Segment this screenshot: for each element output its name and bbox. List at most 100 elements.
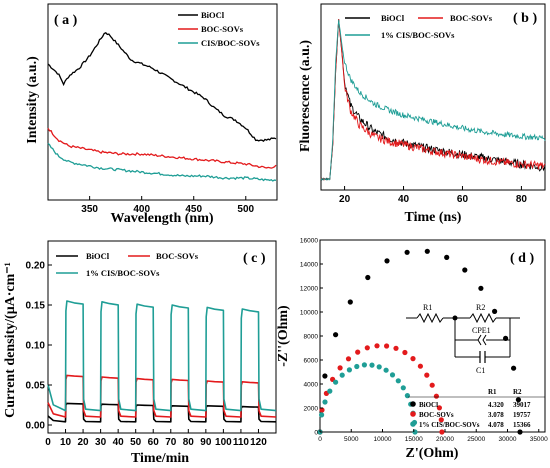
panel-a-frame (47, 3, 278, 201)
panel-b-frame (320, 3, 546, 191)
table-marker-biocl (410, 401, 416, 407)
legend-label-biocl: BiOCl (381, 13, 405, 23)
data-point-boc-sovs (436, 405, 442, 411)
legend-label-cis-boc-sovs: 1% CIS/BOC-SOVs (86, 268, 160, 278)
data-point-boc-sovs (424, 372, 430, 378)
data-point-boc-sovs (319, 407, 325, 413)
panel-d-label: ( d ) (510, 251, 534, 266)
x-tick-label: 20 (339, 194, 351, 205)
table-name-cis-boc-sovs: 1% CIS/BOC-SOVs (419, 421, 480, 429)
data-point-boc-sovs (402, 349, 408, 356)
panel-c-ylabel: Current density/(μA·cm⁻¹ (3, 262, 18, 418)
table-r2-boc-sovs: 19757 (513, 411, 531, 419)
x-tick-label: 30 (95, 437, 107, 448)
resistor-r1 (416, 312, 444, 324)
data-point-1-cis-boc-sovs (404, 393, 410, 399)
legend-label-boc-sovs: BOC-SOVs (201, 24, 244, 34)
data-point-boc-sovs (410, 356, 416, 362)
data-point-1-cis-boc-sovs (383, 367, 389, 373)
data-point-biocl (478, 285, 484, 291)
panel-d-ylabel: -Z''(Ohm) (276, 305, 291, 367)
x-tick-label: 60 (148, 437, 160, 448)
circuit-label-c1: C1 (476, 366, 485, 375)
x-tick-label: 450 (185, 204, 202, 215)
x-tick-label: 10000 (373, 436, 391, 443)
x-tick-label: 20000 (436, 436, 454, 443)
data-point-biocl (515, 397, 522, 403)
panel-c-ticks: 0 10 20 30 40 50 60 70 80 90 100 110 120 0.00 0.05 0.10… (26, 261, 268, 449)
x-tick-label: 40 (398, 194, 410, 205)
panel-c-series (47, 300, 277, 423)
panel-a-ticks: 350 400 450 500 (81, 196, 255, 215)
panel-c-frame (47, 240, 277, 434)
resistor-r2 (469, 312, 497, 324)
y-tick-label: 0.15 (26, 301, 46, 312)
series-1-cis-boc-sovs (47, 300, 277, 412)
data-point-boc-sovs (384, 343, 390, 349)
data-point-1-cis-boc-sovs (339, 372, 345, 378)
series-boc-sovs (47, 127, 277, 169)
x-tick-label: 25000 (467, 436, 485, 443)
x-tick-label: 110 (233, 437, 250, 448)
table-name-biocl: BiOCl (419, 401, 438, 409)
table-name-boc-sovs: BOC-SOVs (419, 411, 454, 419)
circuit-label-r2: R2 (476, 303, 485, 312)
series-boc-sovs (320, 19, 546, 181)
data-point-biocl (444, 254, 450, 260)
data-point-biocl (347, 299, 353, 305)
panel-a-series (47, 32, 277, 182)
panel-b: 20 40 60 80 ( b ) Time (ns) Fluorescence (a… (298, 3, 546, 225)
series-biocl (47, 32, 277, 143)
panel-c-xlabel: Time/min (131, 451, 189, 466)
y-tick-label: 0.10 (26, 341, 46, 352)
equivalent-circuit: R1 R2 CPE1 C1 (406, 303, 520, 375)
panel-a-legend: BiOCl BOC-SOVs CIS/BOC-SOVs (178, 10, 260, 48)
x-tick-label: 80 (183, 437, 195, 448)
data-point-1-cis-boc-sovs (361, 362, 367, 368)
data-point-biocl (322, 373, 328, 379)
data-point-1-cis-boc-sovs (333, 379, 339, 385)
x-tick-label: 400 (133, 204, 150, 215)
panel-d-ticks: 0 5000 10000 15000 20000 25000 30000 35000 0 2000… (300, 238, 548, 444)
panel-b-ylabel: Fluorescence (a.u.) (298, 40, 313, 152)
panel-d: 0 5000 10000 15000 20000 25000 30000 35000 0 2000… (276, 238, 548, 462)
panel-a-label: ( a ) (54, 13, 78, 28)
panel-b-xlabel: Time (ns) (405, 210, 462, 225)
data-point-1-cis-boc-sovs (319, 412, 325, 418)
x-tick-label: 60 (457, 194, 469, 205)
table-r2-biocl: 39017 (513, 401, 531, 409)
data-point-boc-sovs (337, 365, 343, 371)
data-point-boc-sovs (429, 382, 435, 388)
data-point-1-cis-boc-sovs (346, 367, 352, 373)
legend-label-biocl: BiOCl (86, 251, 110, 261)
series-biocl (320, 19, 546, 181)
data-point-biocl (517, 429, 523, 435)
y-tick-label: 8000 (304, 334, 319, 341)
y-tick-label: 16000 (300, 238, 318, 245)
x-tick-label: 500 (237, 204, 254, 215)
data-point-1-cis-boc-sovs (412, 429, 418, 435)
data-point-boc-sovs (374, 343, 380, 349)
x-tick-label: 80 (516, 194, 528, 205)
data-point-biocl (333, 332, 339, 338)
table-r1-cis-boc-sovs: 4.078 (488, 421, 504, 429)
panel-d-series (317, 248, 523, 435)
legend-label-boc-sovs: BOC-SOVs (156, 251, 199, 261)
data-point-boc-sovs (345, 356, 352, 362)
series-boc-sovs (47, 374, 277, 418)
data-point-1-cis-boc-sovs (327, 388, 333, 394)
x-tick-label: 70 (165, 437, 177, 448)
x-tick-label: 20 (78, 437, 90, 448)
table-header-r2: R2 (513, 388, 522, 396)
x-tick-label: 5000 (344, 436, 359, 443)
x-tick-label: 90 (200, 437, 212, 448)
legend-label-cis-boc-sovs: 1% CIS/BOC-SOVs (381, 30, 455, 40)
circuit-label-cpe1: CPE1 (472, 326, 491, 335)
y-tick-label: 14000 (300, 262, 318, 269)
data-point-1-cis-boc-sovs (389, 372, 396, 378)
data-point-boc-sovs (364, 345, 370, 351)
x-tick-label: 15000 (405, 436, 423, 443)
x-tick-label: 50 (130, 437, 142, 448)
data-point-1-cis-boc-sovs (376, 364, 382, 370)
y-tick-label: 12000 (300, 286, 318, 293)
